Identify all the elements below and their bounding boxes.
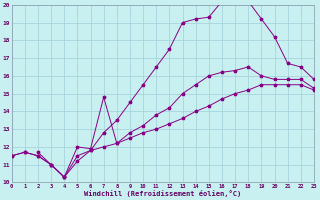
X-axis label: Windchill (Refroidissement éolien,°C): Windchill (Refroidissement éolien,°C) [84,190,242,197]
